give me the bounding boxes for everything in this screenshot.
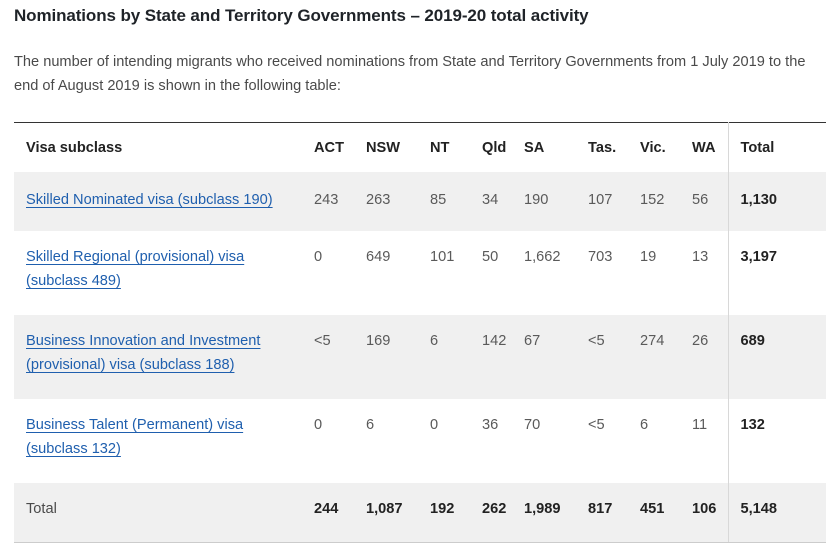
visa-link-188[interactable]: Business Innovation and Investment (prov… (26, 333, 261, 373)
total-cell: 817 (578, 483, 630, 543)
table-cell: 70 (524, 417, 541, 433)
table-row: Skilled Regional (provisional) visa (sub… (14, 231, 826, 315)
total-cell: 1,087 (356, 483, 420, 543)
table-cell: 190 (514, 172, 578, 231)
column-header: Qld (482, 139, 507, 156)
table-cell: 0 (314, 417, 323, 433)
row-total: 132 (727, 399, 826, 483)
table-cell: 0 (314, 249, 323, 265)
table-cell: 169 (356, 315, 420, 399)
nominations-table: Visa subclass ACT NSW NT Qld SA Tas. Vic… (14, 122, 826, 543)
table-row: Business Innovation and Investment (prov… (14, 315, 826, 399)
table-cell: 274 (630, 315, 682, 399)
table-cell: 703 (588, 249, 613, 265)
table-cell: 107 (578, 172, 630, 231)
table-cell: 36 (482, 417, 499, 433)
visa-cell: Skilled Regional (provisional) visa (sub… (14, 231, 304, 315)
table-cell: 50 (482, 249, 499, 265)
table-cell: 34 (472, 172, 514, 231)
intro-paragraph: The number of intending migrants who rec… (14, 54, 806, 94)
table-cell: 263 (356, 172, 420, 231)
column-header: WA (692, 139, 716, 156)
column-header: NSW (366, 139, 401, 156)
total-cell: 244 (304, 483, 356, 543)
table-cell: <5 (578, 315, 630, 399)
grand-total: 5,148 (727, 483, 826, 543)
total-cell: 106 (682, 483, 728, 543)
table-cell: 11 (692, 417, 708, 433)
table-cell: 152 (630, 172, 682, 231)
column-header: NT (430, 139, 450, 156)
column-header: Vic. (640, 139, 666, 156)
table-cell: 26 (682, 315, 728, 399)
column-header: Total (727, 122, 826, 172)
table-cell: 67 (514, 315, 578, 399)
table-cell: 649 (366, 249, 391, 265)
column-header: Tas. (588, 139, 617, 156)
total-cell: 192 (420, 483, 472, 543)
table-cell: <5 (304, 315, 356, 399)
column-header: Visa subclass (26, 139, 123, 156)
table-cell: 243 (304, 172, 356, 231)
page-title: Nominations by State and Territory Gover… (14, 6, 589, 25)
visa-link-132[interactable]: Business Talent (Permanent) visa (subcla… (26, 417, 244, 457)
table-cell: 101 (430, 249, 455, 265)
column-header: SA (524, 139, 545, 156)
row-total: 3,197 (727, 231, 826, 315)
table-cell: 6 (366, 417, 375, 433)
table-cell: 19 (640, 249, 657, 265)
table-cell: 6 (420, 315, 472, 399)
total-row: Total 244 1,087 192 262 1,989 817 451 10… (14, 483, 826, 543)
table-cell: 0 (430, 417, 439, 433)
total-cell: 262 (472, 483, 514, 543)
table-cell: 1,662 (524, 249, 561, 265)
row-total: 1,130 (727, 172, 826, 231)
visa-cell: Business Talent (Permanent) visa (subcla… (14, 399, 304, 483)
table-cell: 6 (640, 417, 649, 433)
visa-cell: Skilled Nominated visa (subclass 190) (14, 172, 304, 231)
total-cell: 451 (630, 483, 682, 543)
table-cell: 56 (682, 172, 728, 231)
table-cell: 142 (472, 315, 514, 399)
table-cell: 13 (692, 249, 709, 265)
total-cell: 1,989 (514, 483, 578, 543)
table-row: Skilled Nominated visa (subclass 190) 24… (14, 172, 826, 231)
column-header: ACT (314, 139, 344, 156)
visa-link-489[interactable]: Skilled Regional (provisional) visa (sub… (26, 249, 245, 289)
row-total: 689 (727, 315, 826, 399)
visa-link-190[interactable]: Skilled Nominated visa (subclass 190) (26, 192, 273, 208)
table-cell: <5 (588, 417, 605, 433)
visa-cell: Business Innovation and Investment (prov… (14, 315, 304, 399)
total-label: Total (14, 483, 304, 543)
table-header-row: Visa subclass ACT NSW NT Qld SA Tas. Vic… (14, 122, 826, 172)
table-row: Business Talent (Permanent) visa (subcla… (14, 399, 826, 483)
table-cell: 85 (420, 172, 472, 231)
